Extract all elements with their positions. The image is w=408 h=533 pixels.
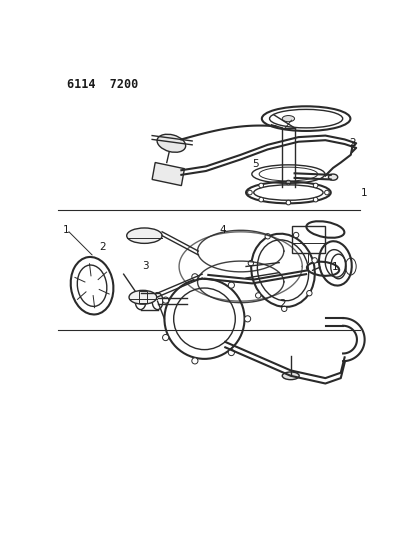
Ellipse shape xyxy=(328,174,338,180)
Text: 2: 2 xyxy=(99,242,105,252)
Circle shape xyxy=(293,232,299,238)
Text: 4: 4 xyxy=(220,225,226,235)
Circle shape xyxy=(228,350,235,356)
Text: 1: 1 xyxy=(331,262,338,272)
Circle shape xyxy=(325,190,329,195)
Circle shape xyxy=(244,316,251,322)
Circle shape xyxy=(259,197,264,202)
Circle shape xyxy=(228,282,235,288)
Circle shape xyxy=(307,290,312,296)
Circle shape xyxy=(282,306,287,311)
Polygon shape xyxy=(152,163,184,185)
Circle shape xyxy=(162,335,169,341)
Text: 2: 2 xyxy=(349,138,356,148)
Ellipse shape xyxy=(127,228,162,244)
Circle shape xyxy=(286,200,291,205)
Circle shape xyxy=(192,358,198,364)
Circle shape xyxy=(259,183,264,188)
Text: 5: 5 xyxy=(252,159,259,169)
Text: 1: 1 xyxy=(62,224,69,235)
Circle shape xyxy=(192,274,198,280)
Circle shape xyxy=(313,197,318,202)
Circle shape xyxy=(265,233,271,239)
Circle shape xyxy=(312,257,317,263)
Circle shape xyxy=(248,190,252,195)
Circle shape xyxy=(162,297,169,303)
Circle shape xyxy=(255,293,261,298)
Text: 1: 1 xyxy=(361,188,367,198)
Text: 3: 3 xyxy=(143,262,149,271)
Text: 2: 2 xyxy=(279,299,286,309)
Ellipse shape xyxy=(282,116,295,122)
Text: 6114  7200: 6114 7200 xyxy=(67,78,139,91)
Ellipse shape xyxy=(129,290,157,304)
Circle shape xyxy=(313,183,318,188)
Ellipse shape xyxy=(282,372,299,379)
Circle shape xyxy=(286,180,291,185)
Ellipse shape xyxy=(157,134,186,152)
Circle shape xyxy=(248,261,253,266)
